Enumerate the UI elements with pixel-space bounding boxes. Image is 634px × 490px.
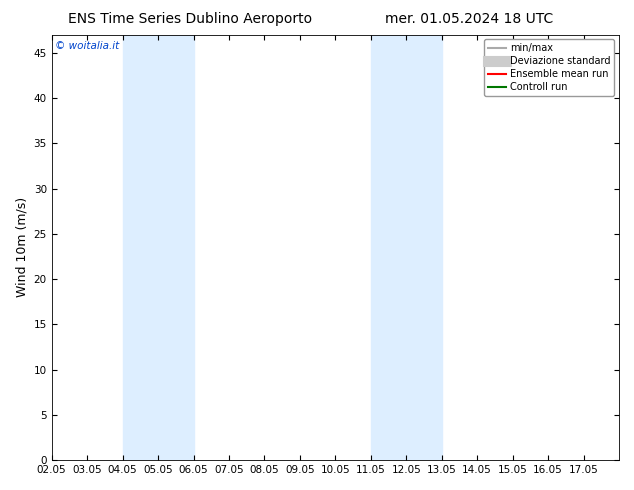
Text: mer. 01.05.2024 18 UTC: mer. 01.05.2024 18 UTC <box>385 12 553 26</box>
Bar <box>158 35 193 460</box>
Legend: min/max, Deviazione standard, Ensemble mean run, Controll run: min/max, Deviazione standard, Ensemble m… <box>484 40 614 96</box>
Text: © woitalia.it: © woitalia.it <box>55 41 119 51</box>
Bar <box>122 35 158 460</box>
Y-axis label: Wind 10m (m/s): Wind 10m (m/s) <box>15 197 28 297</box>
Bar <box>371 35 406 460</box>
Bar <box>406 35 442 460</box>
Text: ENS Time Series Dublino Aeroporto: ENS Time Series Dublino Aeroporto <box>68 12 313 26</box>
